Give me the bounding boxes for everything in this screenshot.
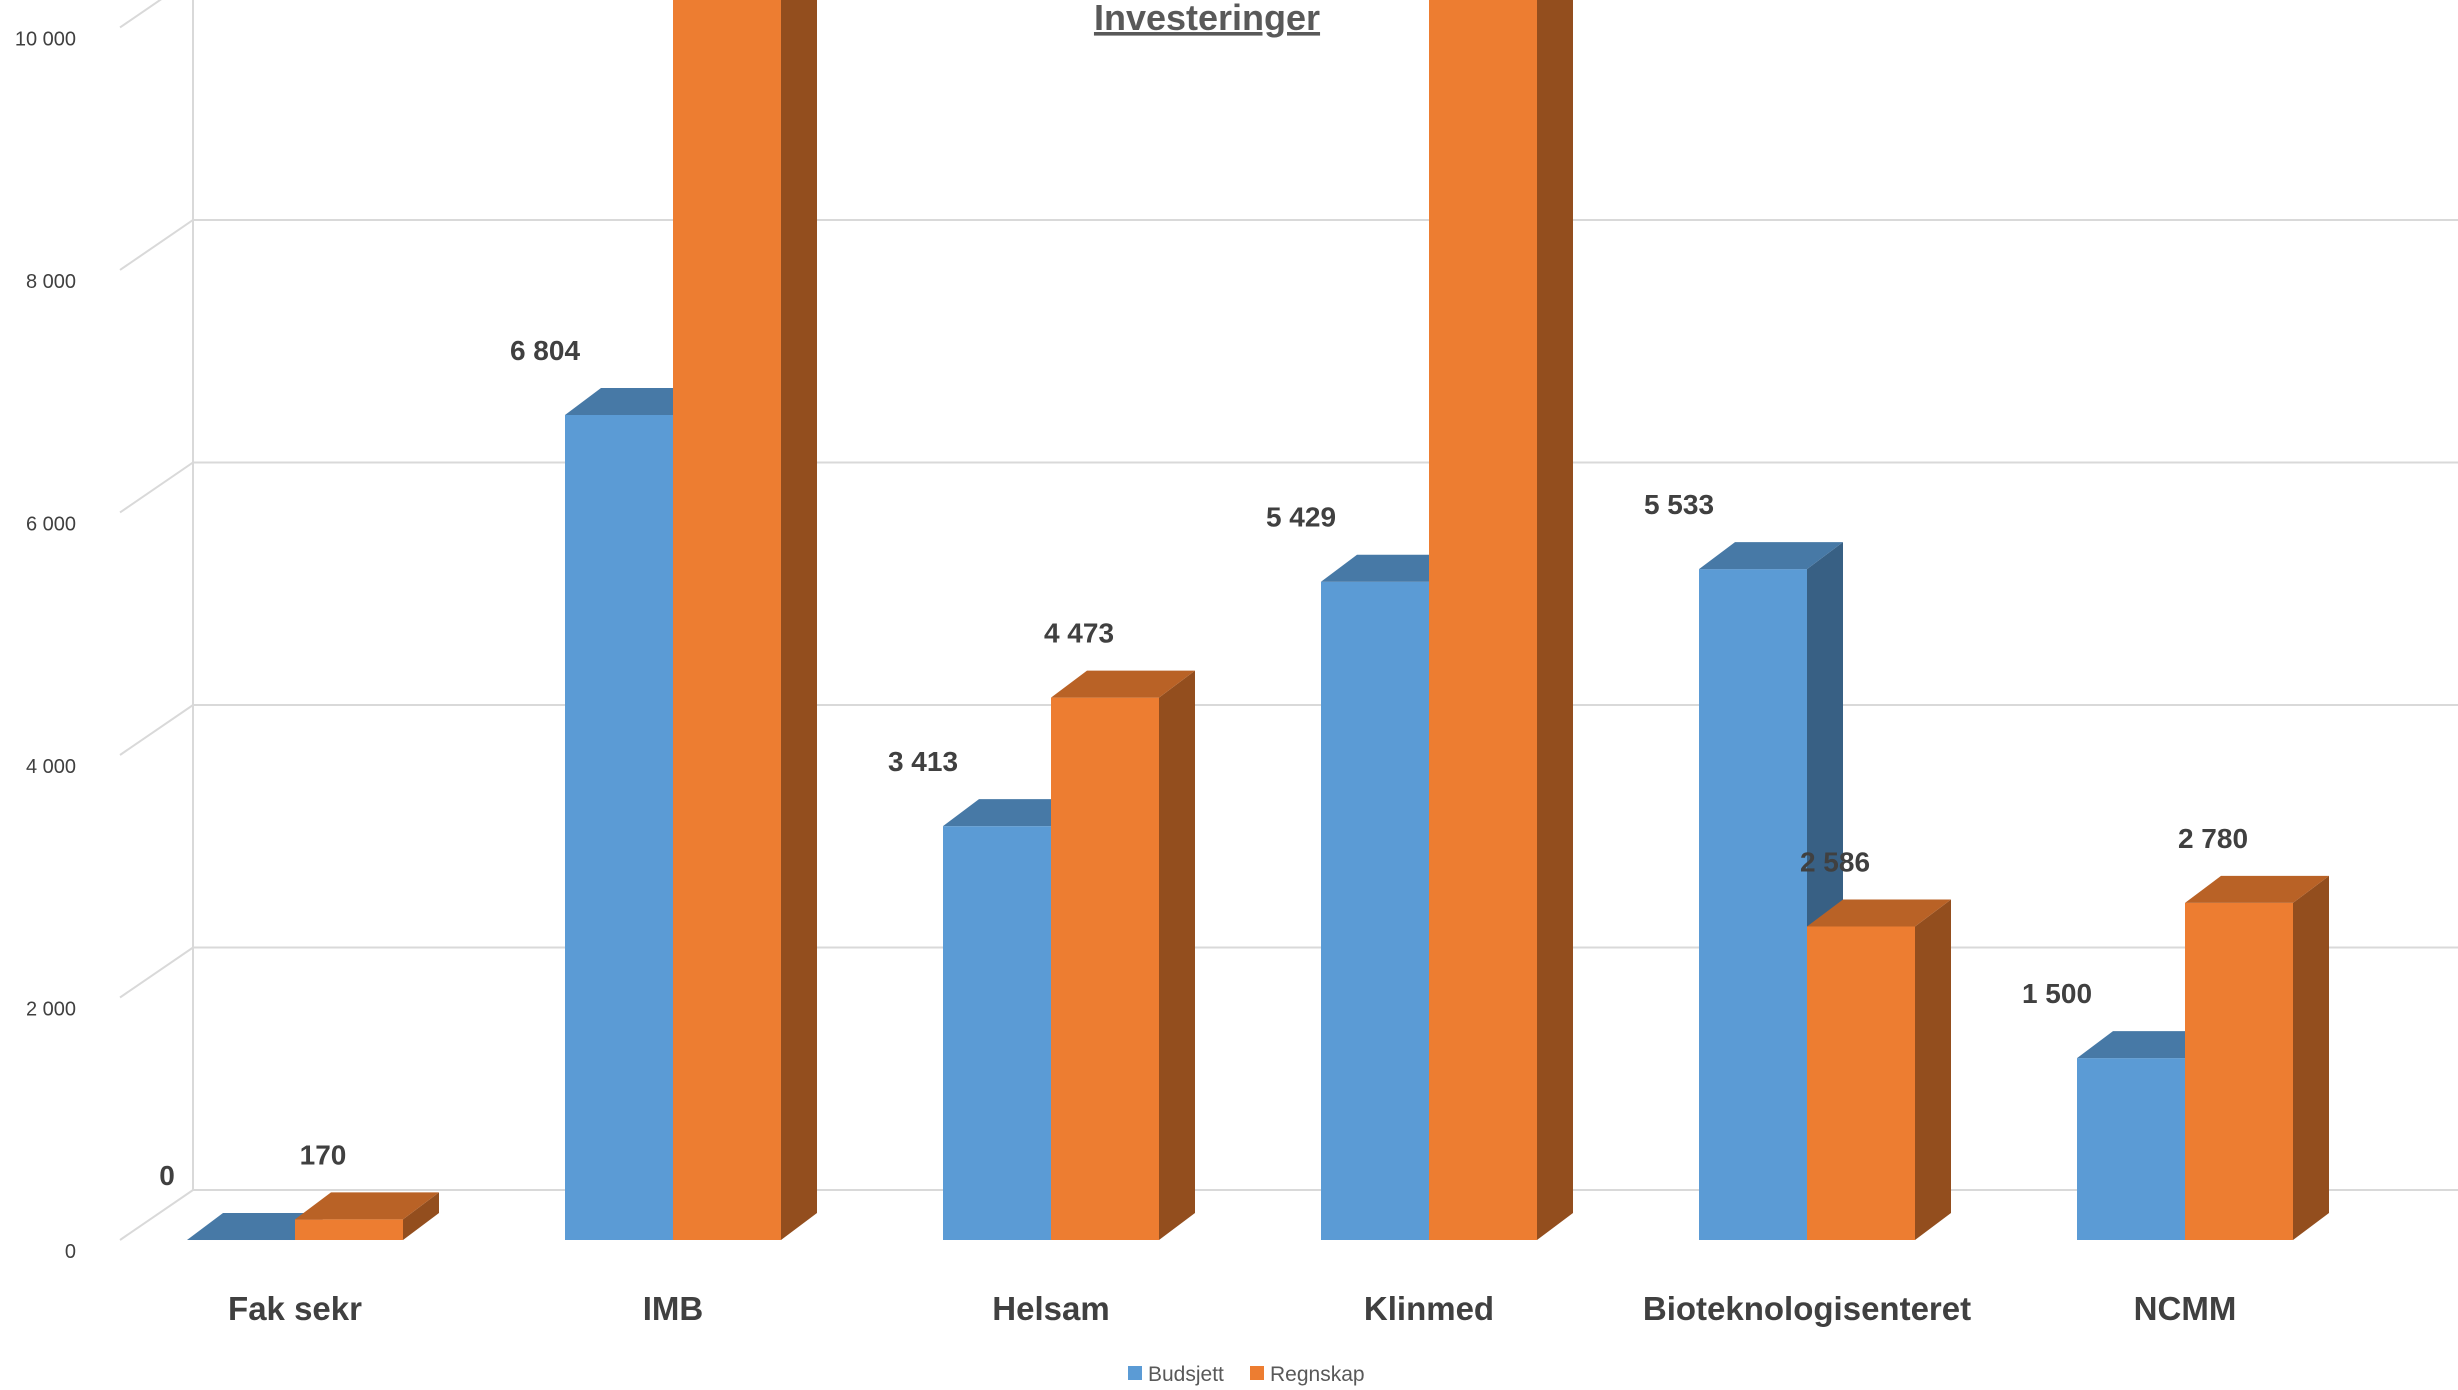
- bar-front-face: [673, 0, 781, 1240]
- x-category-label: Klinmed: [1364, 1290, 1494, 1327]
- data-label: 5 533: [1644, 489, 1714, 520]
- bar-front-face: [1807, 926, 1915, 1240]
- bar-side-face: [2293, 875, 2329, 1240]
- y-tick-label: 10 000: [15, 28, 76, 50]
- legend-label: Regnskap: [1270, 1363, 1365, 1386]
- x-category-label: Fak sekr: [228, 1290, 362, 1327]
- bar-front-face: [943, 826, 1051, 1240]
- bar-front-face: [1699, 569, 1807, 1240]
- data-label: 2 780: [2178, 823, 2248, 854]
- x-category-label: IMB: [643, 1290, 704, 1327]
- bar-front-face: [2077, 1058, 2185, 1240]
- chart-title: Investeringer: [1094, 0, 1320, 38]
- data-label: 0: [159, 1160, 175, 1191]
- bar-side-face: [1159, 670, 1195, 1240]
- legend: Budsjett Regnskap: [1128, 1363, 1365, 1386]
- y-tick-label: 4 000: [26, 756, 76, 778]
- legend-swatch: [1250, 1366, 1264, 1380]
- bar-front-face: [2185, 902, 2293, 1240]
- bar-regnskap-6: [2185, 875, 2329, 1240]
- legend-label: Budsjett: [1148, 1363, 1224, 1386]
- x-category-label: Bioteknologisenteret: [1643, 1290, 1971, 1327]
- data-label: 170: [300, 1139, 347, 1170]
- bar-regnskap-4: [1429, 0, 1573, 1240]
- y-tick-label: 8 000: [26, 271, 76, 293]
- bar-side-face: [403, 1192, 439, 1240]
- bar-side-face: [781, 0, 817, 1240]
- data-label: 3 413: [888, 746, 958, 777]
- bars: [187, 0, 2329, 1241]
- legend-item-budsjett: Budsjett: [1128, 1363, 1224, 1386]
- bar-top-face: [1051, 670, 1195, 698]
- gridline: [119, 946, 2458, 999]
- y-tick-label: 0: [65, 1241, 76, 1263]
- bar-front-face: [1051, 697, 1159, 1240]
- bar-side-face: [1915, 899, 1951, 1240]
- data-label: 2 586: [1800, 846, 1870, 877]
- bar-regnskap-2: [673, 0, 817, 1240]
- legend-item-regnskap: Regnskap: [1250, 1363, 1365, 1386]
- bar-top-face: [1699, 542, 1843, 570]
- bar-front-face: [295, 1219, 403, 1240]
- bar-regnskap-1: [295, 1192, 439, 1240]
- gridline: [119, 0, 162, 29]
- data-label: 4 473: [1044, 618, 1114, 649]
- bar-top-face: [2185, 875, 2329, 903]
- gridline: [119, 218, 2458, 271]
- y-tick-label: 2 000: [26, 998, 76, 1020]
- bar-regnskap-3: [1051, 670, 1195, 1240]
- data-label: 6 804: [510, 335, 580, 366]
- bar-side-face: [1537, 0, 1573, 1240]
- bar-front-face: [1321, 581, 1429, 1240]
- bar-front-face: [1429, 0, 1537, 1240]
- x-category-label: NCMM: [2134, 1290, 2237, 1327]
- bar-top-face: [1807, 899, 1951, 927]
- gridline: [119, 703, 2458, 756]
- data-label: 1 500: [2022, 978, 2092, 1009]
- bar-regnskap-5: [1807, 899, 1951, 1240]
- y-tick-label: 6 000: [26, 513, 76, 535]
- x-axis-categories: Fak sekr IMB Helsam Klinmed Bioteknologisent…: [228, 1290, 2236, 1327]
- bar-front-face: [565, 415, 673, 1240]
- data-label: 5 429: [1266, 502, 1336, 533]
- x-category-label: Helsam: [992, 1290, 1109, 1327]
- bar-top-face: [295, 1192, 439, 1220]
- legend-swatch: [1128, 1366, 1142, 1380]
